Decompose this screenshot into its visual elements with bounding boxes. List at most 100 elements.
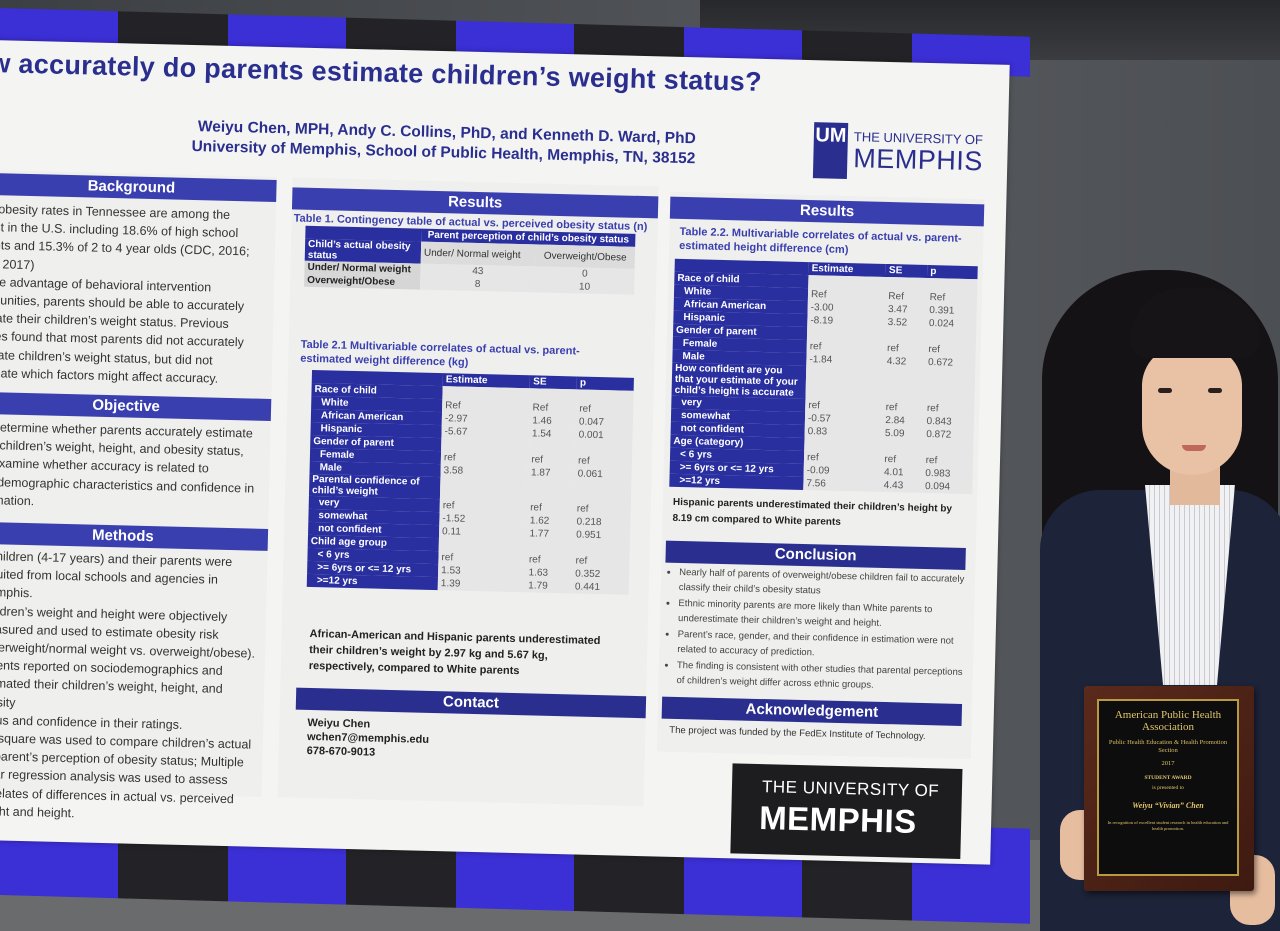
cell-p: 0.391 <box>926 303 977 319</box>
table1: Parent perception of child’s obesity sta… <box>304 225 636 295</box>
research-poster: w accurately do parents estimate childre… <box>0 40 1010 865</box>
table22-header-se: SE <box>885 263 928 278</box>
cell-se: 2.84 <box>882 413 924 428</box>
cell-se: ref <box>882 400 925 415</box>
plaque-org: American Public Health Association <box>1114 709 1222 733</box>
cell-p: 0.843 <box>923 414 975 430</box>
cell-p: ref <box>922 453 974 469</box>
table22: Estimate SE p Race of child White Ref Ref Ref A… <box>669 258 978 495</box>
cell-p: 0.061 <box>574 467 632 482</box>
cell-se: Ref <box>529 401 577 416</box>
cell-p: 0.872 <box>923 427 974 443</box>
table1-col1: Under/ Normal weight <box>420 241 536 267</box>
plaque-year: 2017 <box>1161 760 1175 767</box>
cell-p: 0.441 <box>571 580 629 595</box>
table21-note: African-American and Hispanic parents un… <box>308 627 601 678</box>
footer-logo-small: THE UNIVERSITY OF <box>761 777 940 801</box>
plaque-recognition: In recognition of excellent student rese… <box>1107 820 1229 831</box>
cell-estimate <box>805 366 884 401</box>
plaque-recipient: Weiyu “Vivian” Chen <box>1132 801 1204 810</box>
cell-se: ref <box>881 452 923 467</box>
cell-se: ref <box>526 501 574 516</box>
cell-se: 1.79 <box>525 579 573 594</box>
table21-header-p: p <box>576 376 634 391</box>
table22-header-p: p <box>927 264 978 280</box>
cell-p: ref <box>576 402 634 417</box>
cell-value: 8 <box>420 276 536 293</box>
cell-se: 1.62 <box>526 514 574 529</box>
table1-col2: Overweight/Obese <box>535 244 636 269</box>
cell-se <box>528 440 576 455</box>
table21-header-se: SE <box>530 375 578 390</box>
cell-se: Ref <box>885 289 927 304</box>
cell-se <box>884 328 926 343</box>
cell-p: ref <box>573 502 631 517</box>
plaque-award: STUDENT AWARD <box>1144 775 1192 781</box>
table21: Estimate SE p Race of child White Ref Ref ref A… <box>306 369 634 595</box>
bangs <box>1130 288 1260 358</box>
footer-logo-big: MEMPHIS <box>758 799 918 840</box>
cell-p: 0.024 <box>925 316 977 332</box>
um-mark: UM <box>812 122 849 179</box>
table1-row-header: Child’s actual obesity status <box>304 238 422 264</box>
cell-estimate: 7.56 <box>803 477 881 492</box>
row-label: How confident are you that your estimate… <box>671 362 807 400</box>
award-plaque: American Public Health Association Publi… <box>1084 686 1254 891</box>
contact-info: Weiyu Chen wchen7@memphis.edu 678-670-90… <box>307 716 430 761</box>
cell-p: 0.047 <box>575 415 633 430</box>
cell-se: 4.32 <box>883 354 926 369</box>
cell-se: 4.43 <box>880 478 923 493</box>
conclusion-list: Nearly half of parents of overweight/obe… <box>666 565 969 696</box>
plaque-section: Public Health Education & Health Promoti… <box>1108 739 1228 754</box>
text-line: estimated their children’s weight, heigh… <box>0 676 223 710</box>
right-eye <box>1208 388 1222 393</box>
row-label: Parental confidence of child’s weight <box>308 473 441 500</box>
cell-value: 10 <box>534 279 635 295</box>
cell-se <box>885 276 928 291</box>
cell-se: 3.47 <box>884 302 927 317</box>
cell-p: ref <box>574 454 633 469</box>
cell-se <box>526 540 574 555</box>
cell-p: 0.672 <box>924 355 976 371</box>
mouth <box>1182 445 1206 451</box>
cell-se <box>529 388 577 403</box>
left-eye <box>1158 388 1172 393</box>
logo-big-text: MEMPHIS <box>853 143 984 177</box>
cell-p: 0.983 <box>922 466 973 482</box>
cell-p <box>926 277 978 293</box>
background-text: d obesity rates in Tennessee are among t… <box>0 200 276 389</box>
cell-p: 0.094 <box>921 479 973 495</box>
poster-authors: Weiyu Chen, MPH, Andy C. Collins, PhD, a… <box>175 117 696 170</box>
cell-p: 0.352 <box>572 567 630 582</box>
cell-se: 1.77 <box>526 527 574 542</box>
methods-text: 1 children (4-17 years) and their parent… <box>0 547 268 827</box>
cell-se: 4.01 <box>880 465 923 480</box>
cell-se: 3.52 <box>884 315 927 330</box>
cell-estimate: 1.39 <box>437 577 526 593</box>
cell-p: ref <box>923 401 975 417</box>
cell-se: 1.87 <box>527 466 575 481</box>
cell-se <box>882 367 925 402</box>
cell-se <box>527 479 575 503</box>
cell-p: 0.001 <box>575 428 633 443</box>
objective-text: o determine whether parents accurately e… <box>0 418 271 516</box>
cell-se: ref <box>528 453 576 468</box>
cell-se: ref <box>525 553 573 568</box>
cell-p <box>925 329 977 345</box>
cell-se: 1.46 <box>529 414 577 429</box>
cell-p: 0.951 <box>573 528 631 543</box>
cell-se: ref <box>883 341 926 356</box>
cell-estimate <box>439 477 528 502</box>
cell-p: 0.218 <box>573 515 631 530</box>
cell-p: ref <box>572 554 630 569</box>
face <box>1142 345 1242 475</box>
cell-p <box>922 440 974 456</box>
cell-se <box>881 439 924 454</box>
plaque-presented: is presented to <box>1152 785 1184 791</box>
cell-se: 5.09 <box>881 426 924 441</box>
university-logo: UM THE UNIVERSITY OF MEMPHIS <box>812 122 994 186</box>
cell-se: 1.54 <box>528 427 576 442</box>
cell-p: ref <box>925 342 976 358</box>
cell-p <box>573 480 632 504</box>
